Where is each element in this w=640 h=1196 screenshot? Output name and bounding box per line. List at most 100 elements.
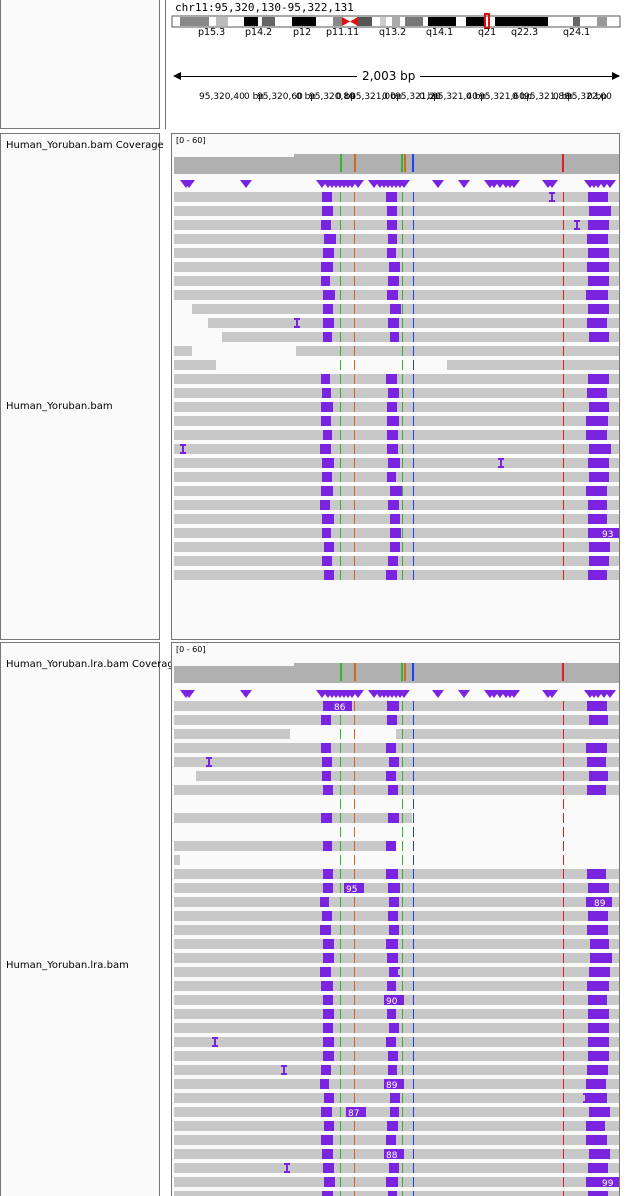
insertion-tick [549,192,555,194]
coverage-mismatch [404,154,406,172]
mismatch [563,1107,564,1117]
coverage-track-name[interactable]: Human_Yoruban.bam Coverage [6,140,164,151]
read [447,360,619,370]
mismatch [354,304,355,314]
insertion-block [323,1037,334,1047]
insertion-block [388,318,399,328]
insertion-marker [432,690,444,698]
ruler-tick-label: 95,320,80 [309,92,355,102]
mismatch [402,556,403,566]
track-reads[interactable]: 93 [172,134,620,640]
alignment-track-name[interactable]: Human_Yoruban.bam [6,401,113,412]
mismatch [413,262,414,272]
mismatch [354,743,355,753]
alignment-track-name[interactable]: Human_Yoruban.lra.bam [6,960,129,971]
insertion-block [588,458,609,468]
mismatch [413,995,414,1005]
mismatch [563,304,564,314]
mismatch [340,1107,341,1117]
track-reads[interactable]: 86 95 89 90 89 87 88 99 [172,643,620,1196]
mismatch [354,897,355,907]
mismatch [413,304,414,314]
ruler-tick-label: 95,320,60 [257,92,303,102]
mismatch [402,388,403,398]
mismatch [340,486,341,496]
mismatch [563,276,564,286]
alignment-panel[interactable]: [0 - 60] 93 [171,133,620,640]
ruler-tick-label: 0 bp [382,92,403,102]
mismatch [340,276,341,286]
insertion-block [389,1163,399,1173]
mismatch [402,570,403,580]
insertion-tick [281,1073,287,1075]
cytoband-label: p14.2 [245,27,273,38]
mismatch [563,995,564,1005]
mismatch [402,290,403,300]
cytoband-label: p12 [293,27,312,38]
mismatch [413,785,414,795]
insertion-label-box [346,1107,366,1117]
insertion-label-box [600,528,619,538]
mismatch [402,1135,403,1145]
mismatch [340,939,341,949]
insertion-block [589,206,611,216]
insertion-tick [294,326,300,328]
mismatch [402,500,403,510]
read [174,1037,619,1047]
insertion-block [586,430,607,440]
insertion-block [586,743,607,753]
mismatch [340,827,341,837]
insertion-tick [284,1163,290,1165]
insertion-marker [398,180,410,188]
insertion-block [389,925,399,935]
insertion-block [386,771,396,781]
insertion-tick [596,374,602,376]
chromosome-ideogram[interactable] [0,0,640,40]
insertion-marker [458,180,470,188]
insertion-tick [500,458,502,468]
mismatch [413,458,414,468]
insertion-marker [546,690,558,698]
mismatch [413,332,414,342]
mismatch [563,701,564,711]
insertion-block [387,701,399,711]
mismatch [402,458,403,468]
mismatch [402,402,403,412]
mismatch [340,528,341,538]
alignment-panel[interactable]: [0 - 60] 86 95 89 90 89 87 88 99 [171,642,620,1196]
insertion-marker [240,690,252,698]
insertion-block [388,556,398,566]
mismatch [563,374,564,384]
mismatch [413,715,414,725]
ruler-tick-label: 0 bp [336,92,357,102]
read [196,771,619,781]
mismatch [340,1135,341,1145]
mismatch [402,1191,403,1196]
mismatch [402,416,403,426]
mismatch [563,1065,564,1075]
mismatch [354,729,355,739]
insertion-block [323,939,334,949]
insertion-block [322,771,331,781]
mismatch [563,220,564,230]
mismatch [354,715,355,725]
insertion-block [589,542,610,552]
mismatch [402,206,403,216]
mismatch [402,220,403,230]
insertion-block [388,813,399,823]
mismatch [413,514,414,524]
insertion-block [320,444,331,454]
insertion-tick [180,452,186,454]
insertion-block [588,500,607,510]
mismatch [402,1093,403,1103]
read [174,743,619,753]
mismatch [340,192,341,202]
insertion-tick [585,1093,587,1103]
mismatch [413,1037,414,1047]
insertion-block [324,570,334,580]
mismatch [340,911,341,921]
track-name-panel[interactable]: Human_Yoruban.bam Coverage Human_Yoruban… [0,133,164,640]
coverage-track-name[interactable]: Human_Yoruban.lra.bam Coverage [6,659,180,670]
track-name-panel[interactable]: Human_Yoruban.lra.bam Coverage Human_Yor… [0,642,180,1196]
mismatch [563,967,564,977]
